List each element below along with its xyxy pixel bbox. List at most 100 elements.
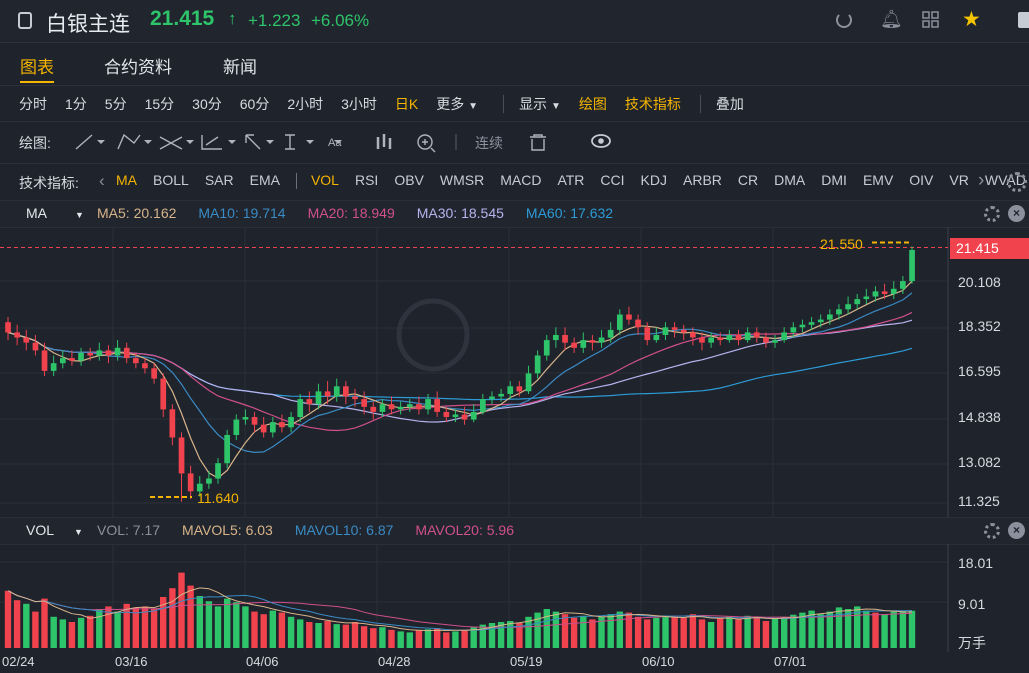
indicator-obv[interactable]: OBV xyxy=(394,172,424,188)
draw-toggle[interactable]: 绘图 xyxy=(578,95,607,112)
ma-close-icon[interactable]: × xyxy=(1008,205,1025,222)
volume-bar xyxy=(50,616,57,648)
volume-bar xyxy=(570,617,578,648)
indicator-emv[interactable]: EMV xyxy=(862,172,894,188)
candle-body xyxy=(443,411,450,417)
candle-body xyxy=(78,352,84,361)
indicator-vol[interactable]: VOL xyxy=(310,172,339,188)
eye-icon[interactable] xyxy=(590,132,612,153)
indicator-list: MA BOLL SAR EMA VOL RSI OBV WMSR MACD ATR CCI KDJ AR… xyxy=(116,172,1029,189)
volume-bar xyxy=(890,611,897,648)
volume-chart[interactable] xyxy=(0,544,1029,652)
display-menu-label: 显示 xyxy=(519,95,548,112)
tab-chart[interactable]: 图表 xyxy=(20,58,54,77)
period-5m[interactable]: 5分 xyxy=(104,95,127,112)
candle-body xyxy=(96,350,103,356)
indicator-cci[interactable]: CCI xyxy=(600,172,625,188)
chevron-down-icon: ▼ xyxy=(468,100,479,112)
date-label: 04/06 xyxy=(246,654,279,669)
scroll-left-icon[interactable]: ‹ xyxy=(99,171,105,190)
indicator-dmi[interactable]: DMI xyxy=(821,172,847,188)
scroll-right-icon[interactable]: › xyxy=(978,170,985,191)
indicator-oiv[interactable]: OIV xyxy=(909,172,934,188)
tab-news[interactable]: 新闻 xyxy=(223,58,257,77)
zoom-icon xyxy=(417,134,433,150)
volume-bar xyxy=(835,607,843,648)
indicator-kdj[interactable]: KDJ xyxy=(640,172,667,188)
main-indicator-select[interactable]: MA ▼ xyxy=(26,205,84,221)
indicator-vr[interactable]: VR xyxy=(949,172,969,188)
grid-menu-icon[interactable] xyxy=(922,11,939,28)
sidebar-toggle-icon[interactable] xyxy=(18,12,32,29)
ma10-value: MA10: 19.714 xyxy=(198,205,286,221)
chevron-down-icon: ▼ xyxy=(550,100,561,112)
volume-bar xyxy=(351,622,359,648)
candle-body xyxy=(543,340,550,356)
vol-settings-icon[interactable] xyxy=(984,523,1000,539)
min-price-annotation: 11.640 xyxy=(197,490,239,506)
display-menu[interactable]: 显示 ▼ xyxy=(510,94,570,114)
candle-body xyxy=(343,386,349,397)
period-timeshare[interactable]: 分时 xyxy=(19,95,47,112)
candle-body xyxy=(352,396,358,400)
period-1m[interactable]: 1分 xyxy=(65,95,87,112)
tab-contract-info[interactable]: 合约资料 xyxy=(104,58,172,77)
continuous-toggle[interactable]: 连续 xyxy=(475,135,503,151)
overlay-button[interactable]: 叠加 xyxy=(715,95,744,112)
candlestick-chart[interactable] xyxy=(0,227,1029,517)
up-arrow-icon: ↑ xyxy=(228,9,237,28)
candle-body xyxy=(406,404,413,407)
price-change-pct: +6.06% xyxy=(311,11,370,30)
volume-bar xyxy=(13,600,21,648)
volume-bar xyxy=(799,612,806,648)
ma30-line xyxy=(7,319,913,423)
indicator-rsi[interactable]: RSI xyxy=(354,172,379,188)
volume-bar xyxy=(397,631,404,648)
period-2h[interactable]: 2小时 xyxy=(287,95,324,112)
candle-body xyxy=(333,386,340,397)
draw-label: 绘图: xyxy=(19,135,51,151)
volume-bar xyxy=(269,610,276,648)
favorite-star-icon[interactable]: ★ xyxy=(962,8,981,31)
volume-bar xyxy=(443,632,450,648)
candle-body xyxy=(206,478,212,484)
period-60m[interactable]: 60分 xyxy=(239,95,270,112)
indicator-macd[interactable]: MACD xyxy=(500,172,542,188)
period-more[interactable]: 更多 ▼ xyxy=(427,94,487,114)
period-3h[interactable]: 3小时 xyxy=(341,95,377,112)
candle-body xyxy=(498,393,504,397)
indicator-arbr[interactable]: ARBR xyxy=(683,172,722,188)
sub-indicator-select[interactable]: VOL ▼ xyxy=(26,522,83,538)
candle-body xyxy=(151,368,157,379)
volume-bar xyxy=(616,611,623,648)
refresh-icon[interactable] xyxy=(836,12,852,28)
vol-close-icon[interactable]: × xyxy=(1008,522,1025,539)
volume-bar xyxy=(388,629,395,648)
candle-body xyxy=(617,314,623,330)
indicator-dma[interactable]: DMA xyxy=(774,172,806,188)
settings-gear-icon[interactable] xyxy=(1007,172,1027,192)
period-30m[interactable]: 30分 xyxy=(192,95,222,112)
mavol5-line xyxy=(7,587,913,632)
candle-body xyxy=(708,337,714,343)
measure-tool-icon xyxy=(285,134,295,150)
indicators-toggle[interactable]: 技术指标 xyxy=(624,95,681,112)
indicator-ema[interactable]: EMA xyxy=(249,172,280,188)
indicator-atr[interactable]: ATR xyxy=(557,172,585,188)
candle-body xyxy=(306,399,313,405)
candle-body xyxy=(133,358,139,364)
mavol10-value: MAVOL10: 6.87 xyxy=(294,522,394,538)
indicator-boll[interactable]: BOLL xyxy=(153,172,189,188)
volume-bar xyxy=(23,603,30,648)
period-daily[interactable]: 日K xyxy=(394,95,419,112)
period-15m[interactable]: 15分 xyxy=(144,95,175,112)
bell-icon[interactable]: 🔔︎ xyxy=(880,9,903,29)
ma-settings-icon[interactable] xyxy=(984,206,1000,222)
indicator-wmsr[interactable]: WMSR xyxy=(439,172,485,188)
price-tick: 18.352 xyxy=(958,318,1001,334)
candle-body xyxy=(836,309,842,315)
indicator-ma[interactable]: MA xyxy=(116,172,137,188)
indicator-sar[interactable]: SAR xyxy=(204,172,234,188)
volume-bar xyxy=(379,627,386,648)
indicator-cr[interactable]: CR xyxy=(737,172,759,188)
